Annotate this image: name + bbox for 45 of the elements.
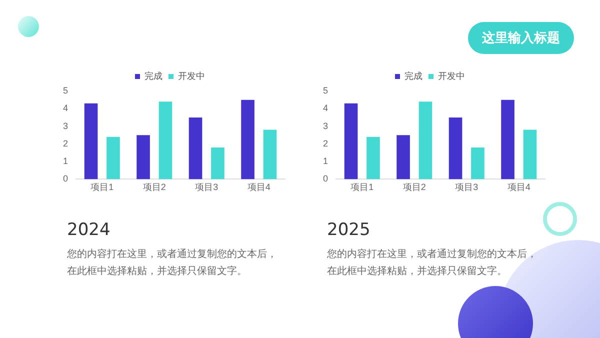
text: 2024 bbox=[67, 220, 112, 240]
legend-label: 完成 bbox=[404, 70, 422, 81]
bar bbox=[366, 136, 380, 180]
bar bbox=[418, 102, 432, 180]
bar bbox=[501, 100, 514, 180]
y-tick-label: 1 bbox=[322, 156, 328, 166]
x-tick-label: 项目1 bbox=[350, 182, 374, 192]
y-tick-label: 0 bbox=[62, 174, 68, 184]
text: 您的内容打在这里，或者通过复制您的文本后，在此框中选择粘贴，并选择只保留文字。 bbox=[67, 248, 278, 279]
text: 这里输入标题 bbox=[468, 22, 574, 54]
bar bbox=[106, 136, 120, 180]
bar bbox=[188, 117, 202, 180]
bar bbox=[344, 103, 358, 180]
legend-label: 完成 bbox=[144, 70, 162, 81]
bar bbox=[448, 117, 462, 180]
bar bbox=[523, 130, 537, 180]
bar bbox=[241, 100, 254, 180]
legend-label: 开发中 bbox=[178, 70, 205, 81]
y-tick-label: 0 bbox=[322, 174, 328, 184]
bar bbox=[396, 135, 410, 180]
y-tick-label: 2 bbox=[322, 138, 328, 148]
x-tick-label: 项目2 bbox=[402, 182, 426, 192]
legend-label: 开发中 bbox=[438, 70, 465, 81]
x-tick-label: 项目4 bbox=[247, 182, 270, 192]
text: 您的内容打在这里，或者通过复制您的文本后，在此框中选择粘贴，并选择只保留文字。 bbox=[327, 248, 538, 279]
bar bbox=[211, 147, 224, 180]
bar bbox=[158, 102, 172, 180]
bar bbox=[84, 103, 98, 180]
bar bbox=[263, 130, 277, 180]
text: 2025 bbox=[327, 220, 372, 240]
bar bbox=[471, 147, 484, 180]
y-tick-label: 5 bbox=[322, 85, 328, 96]
y-tick-label: 4 bbox=[322, 103, 328, 114]
y-tick-label: 5 bbox=[62, 85, 68, 96]
x-tick-label: 项目1 bbox=[90, 182, 114, 192]
x-tick-label: 项目3 bbox=[455, 182, 478, 192]
y-tick-label: 4 bbox=[62, 103, 68, 114]
y-tick-label: 2 bbox=[62, 138, 68, 148]
y-tick-label: 3 bbox=[322, 120, 328, 131]
y-tick-label: 1 bbox=[62, 156, 68, 166]
x-tick-label: 项目2 bbox=[142, 182, 166, 192]
y-tick-label: 3 bbox=[62, 120, 68, 131]
x-tick-label: 项目4 bbox=[507, 182, 530, 192]
bar bbox=[136, 135, 150, 180]
x-tick-label: 项目3 bbox=[195, 182, 218, 192]
